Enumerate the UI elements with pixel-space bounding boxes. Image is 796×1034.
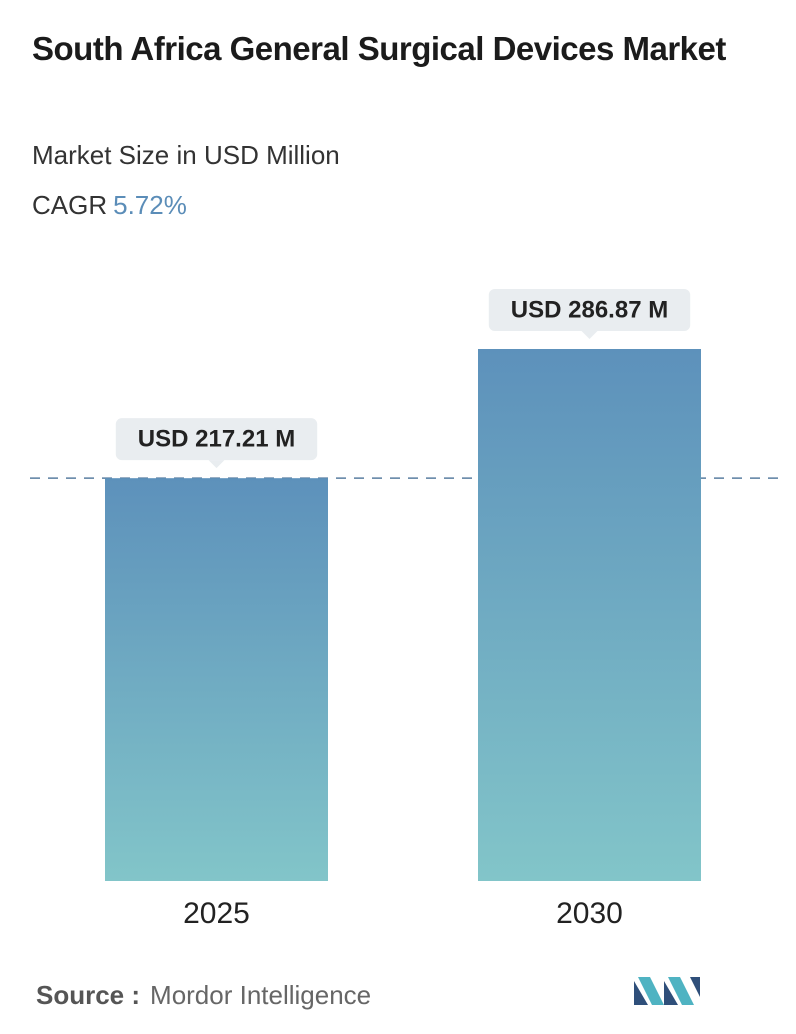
source-name: Mordor Intelligence	[150, 980, 372, 1010]
label-bg	[488, 289, 691, 331]
cagr-value: 5.72%	[113, 190, 187, 220]
value-label-box: USD 286.87 M	[488, 289, 691, 339]
source-label: Source :	[36, 980, 141, 1010]
logo	[634, 977, 700, 1005]
chart-title: South Africa General Surgical Devices Ma…	[32, 30, 726, 67]
chart: 2025 USD 217.21 M 2030 USD 286.87 M	[30, 289, 780, 930]
value-label-box: USD 217.21 M	[115, 418, 318, 469]
cagr-label: CAGR	[32, 190, 108, 220]
cagr: CAGR 5.72%	[32, 190, 187, 221]
label-pointer	[581, 331, 598, 339]
source: Source : Mordor Intelligence	[36, 980, 371, 1011]
x-tick-label: 2030	[556, 897, 623, 930]
bar	[105, 478, 328, 881]
value-label: USD 286.87 M	[511, 296, 668, 323]
chart-subtitle: Market Size in USD Million	[32, 140, 340, 170]
label-pointer	[208, 460, 225, 469]
bar	[478, 349, 701, 881]
value-label: USD 217.21 M	[138, 426, 295, 453]
label-bg	[115, 418, 318, 461]
x-tick-label: 2025	[183, 897, 250, 930]
